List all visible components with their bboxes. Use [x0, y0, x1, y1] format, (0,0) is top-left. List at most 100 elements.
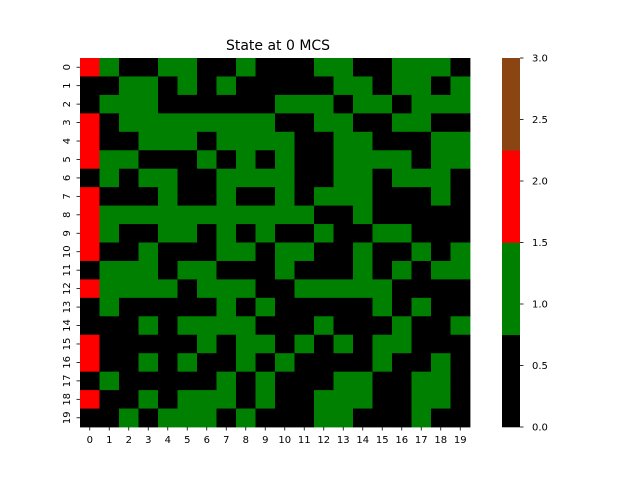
- y-tick-label: 4: [62, 138, 73, 144]
- heatmap-cell: [294, 205, 315, 225]
- heatmap-cell: [236, 150, 256, 170]
- heatmap-cell: [314, 131, 334, 151]
- heatmap-cell: [177, 334, 198, 354]
- heatmap-cell: [119, 113, 139, 133]
- heatmap-cell: [158, 168, 178, 188]
- heatmap-cell: [216, 94, 237, 114]
- heatmap-cell: [80, 58, 100, 77]
- heatmap-cell: [119, 279, 139, 299]
- heatmap-cell: [138, 168, 159, 188]
- heatmap-cell: [236, 334, 256, 354]
- heatmap-cell: [275, 58, 295, 77]
- heatmap-cell: [119, 334, 139, 354]
- heatmap-cell: [353, 316, 373, 336]
- y-tick-label: 18: [62, 393, 73, 406]
- heatmap-cell: [431, 58, 451, 77]
- heatmap-cell: [372, 371, 393, 391]
- heatmap-cell: [450, 408, 471, 428]
- heatmap-cell: [119, 187, 139, 206]
- x-tick-label: 3: [145, 435, 151, 446]
- heatmap-cell: [431, 224, 451, 243]
- heatmap-cell: [333, 205, 354, 225]
- heatmap-cell: [294, 168, 315, 188]
- heatmap-cell: [119, 408, 139, 428]
- heatmap-cell: [236, 390, 256, 409]
- y-tick-label: 11: [62, 264, 73, 277]
- heatmap-cell: [333, 150, 354, 170]
- heatmap-cell: [99, 187, 120, 206]
- heatmap-cell: [353, 371, 373, 391]
- heatmap-cell: [411, 113, 432, 133]
- x-tick-label: 1: [106, 435, 112, 446]
- heatmap-cell: [197, 408, 217, 428]
- heatmap-cell: [197, 131, 217, 151]
- heatmap-cell: [197, 279, 217, 299]
- colorbar-tick-label: 1.0: [532, 300, 548, 311]
- y-tick-label: 6: [62, 175, 73, 181]
- heatmap-cell: [80, 316, 100, 336]
- heatmap-cell: [314, 168, 334, 188]
- y-tick-label: 7: [62, 193, 73, 199]
- heatmap-cell: [411, 390, 432, 409]
- heatmap-cell: [411, 168, 432, 188]
- heatmap-cell: [333, 390, 354, 409]
- heatmap-cell: [411, 371, 432, 391]
- heatmap-cell: [411, 334, 432, 354]
- x-tick-label: 6: [204, 435, 210, 446]
- heatmap-cell: [275, 187, 295, 206]
- heatmap-cell: [255, 205, 276, 225]
- heatmap-cell: [333, 242, 354, 262]
- colorbar-tick-label: 2.5: [532, 115, 548, 126]
- heatmap-cell: [80, 371, 100, 391]
- heatmap-cell: [294, 316, 315, 336]
- y-tick-label: 9: [62, 230, 73, 236]
- heatmap-cell: [392, 371, 412, 391]
- heatmap-cell: [138, 58, 159, 77]
- heatmap-cell: [314, 205, 334, 225]
- heatmap-cell: [431, 187, 451, 206]
- heatmap-cell: [158, 334, 178, 354]
- colorbar-segment: [502, 58, 520, 151]
- heatmap-cell: [431, 94, 451, 114]
- heatmap-cell: [333, 260, 354, 280]
- heatmap-cell: [177, 131, 198, 151]
- heatmap-cell: [158, 205, 178, 225]
- colorbar-ticks: 0.0 0.5 1.0 1.5 2.0 2.5 3.0: [520, 54, 548, 434]
- heatmap-cell: [99, 408, 120, 428]
- heatmap-cell: [158, 94, 178, 114]
- heatmap-cell: [333, 168, 354, 188]
- heatmap-cell: [392, 334, 412, 354]
- heatmap-cell: [80, 131, 100, 151]
- heatmap-cell: [353, 113, 373, 133]
- heatmap-cell: [392, 168, 412, 188]
- heatmap-cell: [177, 224, 198, 243]
- chart-title: State at 0 MCS: [226, 38, 330, 54]
- heatmap-cell: [372, 187, 393, 206]
- heatmap-cell: [255, 224, 276, 243]
- heatmap-cell: [99, 260, 120, 280]
- heatmap-cell: [119, 390, 139, 409]
- heatmap-cell: [450, 150, 471, 170]
- heatmap-cell: [158, 242, 178, 262]
- heatmap-cell: [372, 316, 393, 336]
- heatmap-cell: [353, 297, 373, 317]
- heatmap-cells: [80, 58, 471, 428]
- heatmap-cell: [158, 279, 178, 299]
- heatmap-cell: [197, 224, 217, 243]
- heatmap-cell: [158, 260, 178, 280]
- heatmap-cell: [314, 297, 334, 317]
- heatmap-cell: [392, 279, 412, 299]
- heatmap-cell: [255, 371, 276, 391]
- heatmap-cell: [119, 168, 139, 188]
- heatmap-cell: [450, 168, 471, 188]
- heatmap-cell: [119, 224, 139, 243]
- heatmap-cell: [275, 353, 295, 373]
- heatmap-cell: [216, 316, 237, 336]
- x-tick-label: 19: [454, 435, 467, 446]
- y-tick-label: 13: [62, 301, 73, 314]
- heatmap-cell: [216, 408, 237, 428]
- heatmap-cell: [392, 150, 412, 170]
- heatmap-cell: [353, 94, 373, 114]
- heatmap-cell: [431, 113, 451, 133]
- heatmap-cell: [431, 316, 451, 336]
